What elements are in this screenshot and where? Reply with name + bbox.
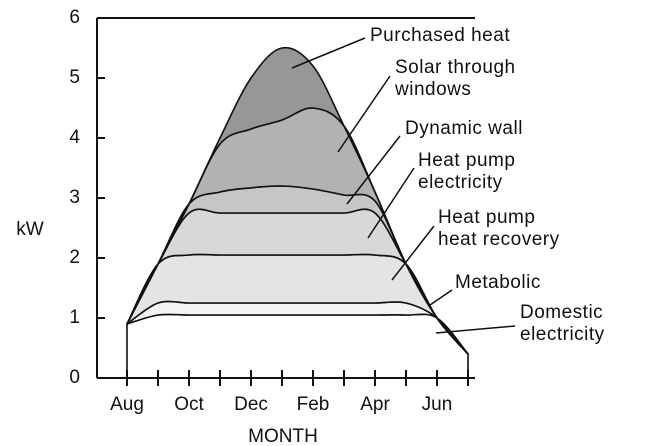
y-tick-label: 5	[69, 67, 80, 88]
x-tick-label: Feb	[297, 394, 330, 415]
layer-label: Heat pump heat recovery	[438, 207, 560, 250]
x-tick-label: Oct	[174, 394, 204, 415]
layers	[126, 46, 469, 379]
y-tick-label: 3	[69, 187, 80, 208]
y-tick-label: 2	[69, 247, 80, 268]
y-tick-label: 1	[69, 307, 80, 328]
layer-label: Metabolic	[455, 272, 541, 293]
y-axis-label: kW	[16, 219, 44, 240]
x-tick-label: Aug	[110, 394, 144, 415]
arrow	[391, 225, 435, 281]
x-tick-label: Dec	[234, 394, 268, 415]
arrow	[435, 325, 516, 334]
layer-label: Heat pump electricity	[418, 150, 516, 193]
y-tick-label: 0	[69, 367, 80, 388]
arrows	[291, 37, 516, 334]
area-layer	[126, 46, 469, 355]
x-axis-label: MONTH	[248, 426, 318, 446]
layer-label: Domestic electricity	[520, 302, 605, 345]
arrow	[337, 75, 391, 153]
layer-label: Solar through windows	[395, 57, 516, 100]
arrow	[429, 289, 453, 306]
arrow	[367, 167, 415, 239]
y-tick-label: 4	[69, 127, 80, 148]
layer-label: Dynamic wall	[405, 118, 523, 139]
x-tick-label: Apr	[360, 394, 390, 415]
arrow	[346, 135, 401, 205]
y-tick-label: 6	[69, 7, 80, 28]
area-layer	[126, 313, 469, 379]
arrow	[291, 37, 366, 69]
layer-label: Purchased heat	[370, 25, 511, 46]
x-tick-label: Jun	[422, 394, 453, 415]
